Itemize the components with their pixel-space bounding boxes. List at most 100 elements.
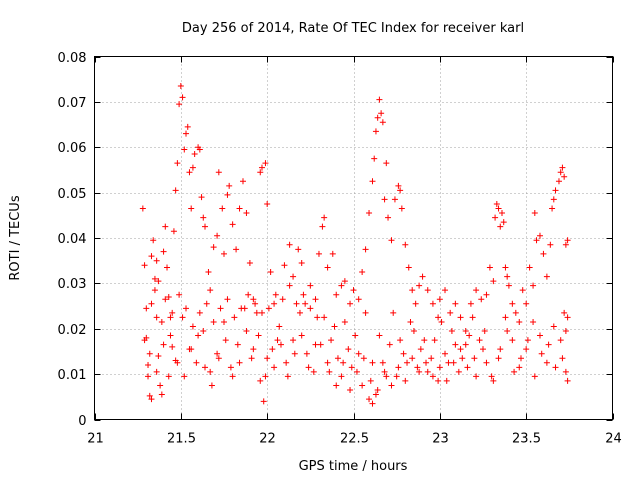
data-point xyxy=(321,314,328,321)
data-point xyxy=(158,391,165,398)
data-point xyxy=(407,318,414,325)
data-point xyxy=(174,160,181,167)
data-point xyxy=(543,359,550,366)
data-point xyxy=(502,314,509,321)
data-point xyxy=(381,368,388,375)
data-point xyxy=(258,309,265,316)
data-point xyxy=(540,250,547,257)
data-point xyxy=(419,273,426,280)
data-point xyxy=(443,377,450,384)
data-point xyxy=(410,328,417,335)
data-point xyxy=(252,300,259,307)
data-point xyxy=(267,269,274,276)
y-tick-label: 0.04 xyxy=(58,232,87,247)
x-tick-label: 24 xyxy=(605,432,622,447)
data-point xyxy=(272,291,279,298)
data-point xyxy=(509,300,516,307)
data-point xyxy=(246,259,253,266)
data-point xyxy=(459,355,466,362)
data-point xyxy=(402,377,409,384)
data-point xyxy=(543,273,550,280)
data-point xyxy=(498,210,505,217)
data-point xyxy=(260,398,267,405)
y-axis-label: ROTI / TECUs xyxy=(8,195,23,280)
data-point xyxy=(476,337,483,344)
data-point xyxy=(450,359,457,366)
data-point xyxy=(562,328,569,335)
data-point xyxy=(186,169,193,176)
data-point xyxy=(312,341,319,348)
data-point xyxy=(511,368,518,375)
data-point xyxy=(162,296,169,303)
data-point xyxy=(395,364,402,371)
data-point xyxy=(338,282,345,289)
data-point xyxy=(488,373,495,380)
data-point xyxy=(227,364,234,371)
data-point xyxy=(139,205,146,212)
data-point xyxy=(367,377,374,384)
data-point xyxy=(447,309,454,316)
data-point xyxy=(279,296,286,303)
data-point xyxy=(486,264,493,271)
data-point xyxy=(341,318,348,325)
data-point xyxy=(221,318,227,325)
data-point xyxy=(429,373,436,380)
data-point xyxy=(379,359,386,366)
x-tick-label: 23.5 xyxy=(512,432,541,447)
data-point xyxy=(388,237,395,244)
data-point xyxy=(500,219,507,226)
data-point xyxy=(265,305,272,312)
data-point xyxy=(428,355,435,362)
data-point xyxy=(531,210,538,217)
data-point xyxy=(467,300,474,307)
data-point xyxy=(445,359,452,366)
data-point xyxy=(274,337,281,344)
data-point xyxy=(255,332,262,339)
y-tick-label: 0.08 xyxy=(58,51,87,66)
data-point xyxy=(469,314,476,321)
data-point xyxy=(226,182,233,189)
data-point xyxy=(340,359,347,366)
data-point xyxy=(193,359,200,366)
data-point xyxy=(302,300,309,307)
data-point xyxy=(466,332,473,339)
data-point xyxy=(359,269,366,276)
data-point xyxy=(483,359,490,366)
data-point xyxy=(215,355,222,362)
data-point xyxy=(250,346,257,353)
data-point xyxy=(562,241,569,248)
data-point xyxy=(347,300,354,307)
data-point xyxy=(300,291,307,298)
data-point xyxy=(457,346,464,353)
data-point xyxy=(436,364,443,371)
data-point xyxy=(412,300,419,307)
data-point xyxy=(333,291,340,298)
data-point xyxy=(492,214,499,221)
data-point xyxy=(355,350,362,357)
data-point xyxy=(404,359,411,366)
data-point xyxy=(283,359,290,366)
chart-title: Day 256 of 2014, Rate Of TEC Index for r… xyxy=(182,21,524,36)
data-point xyxy=(290,273,297,280)
y-tick-label: 0.01 xyxy=(58,368,87,383)
data-point xyxy=(210,318,217,325)
data-point xyxy=(473,373,480,380)
data-point xyxy=(141,337,148,344)
data-point xyxy=(146,392,153,399)
data-point xyxy=(530,282,537,289)
data-point xyxy=(262,373,269,380)
data-point xyxy=(158,318,165,325)
data-point xyxy=(257,169,264,176)
data-point xyxy=(338,373,345,380)
data-point xyxy=(395,182,402,189)
y-tick-labels: 0 0.01 0.02 0.03 0.04 0.05 0.06 0.07 0.08 xyxy=(58,51,87,429)
data-point xyxy=(516,318,523,325)
data-point xyxy=(224,296,231,303)
data-point xyxy=(160,341,167,348)
data-point xyxy=(435,314,442,321)
data-point xyxy=(177,82,184,89)
data-point xyxy=(151,275,158,282)
data-point xyxy=(169,309,176,316)
data-point xyxy=(296,309,303,316)
data-point xyxy=(150,237,157,244)
